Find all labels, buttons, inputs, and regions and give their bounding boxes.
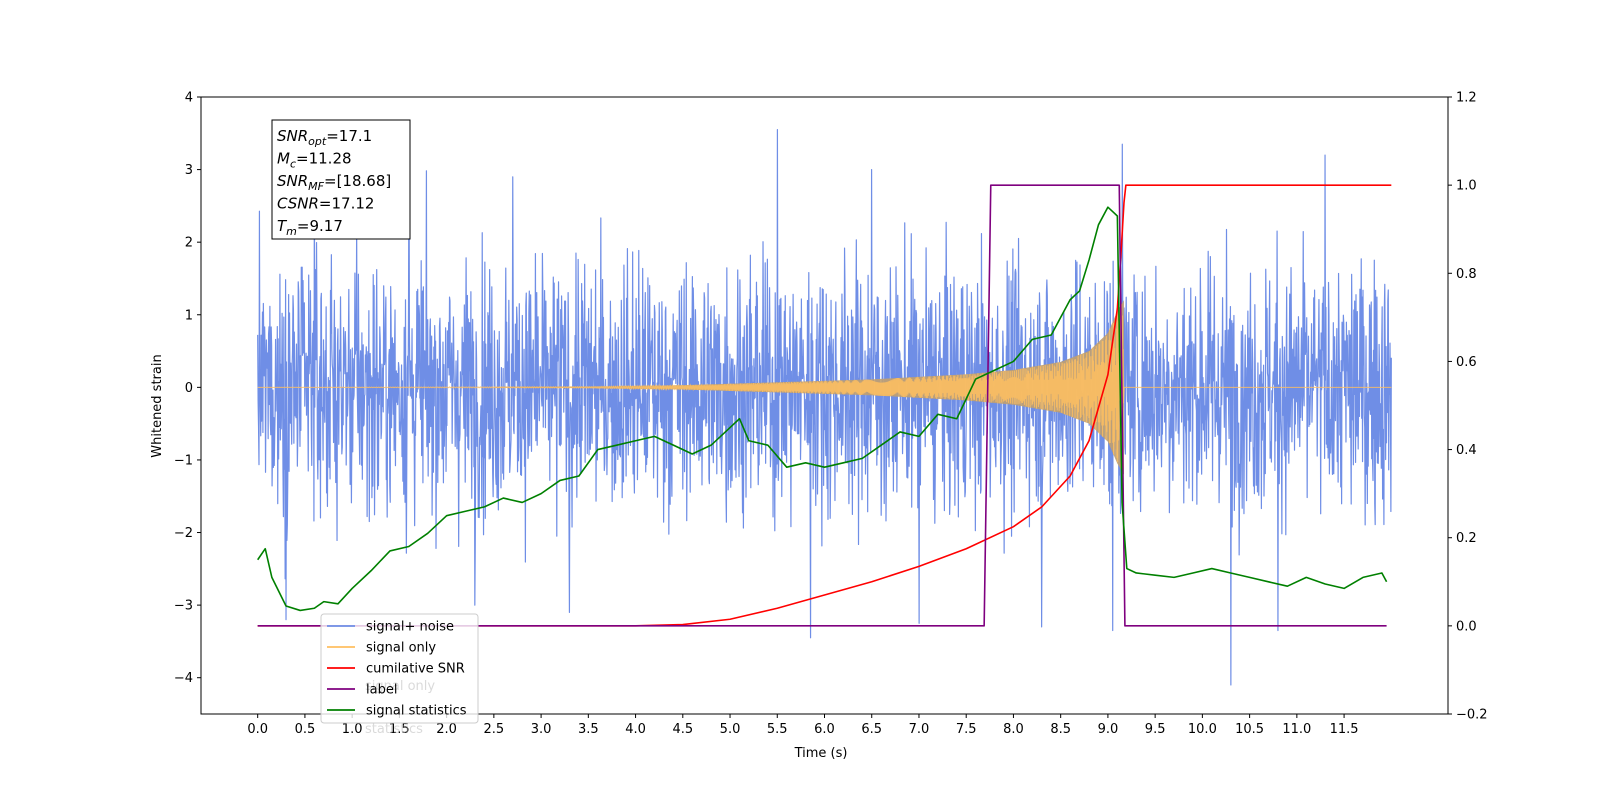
stats-subscript: opt [308,135,327,148]
label-line [257,184,1387,627]
y-left-tick-label: 4 [185,91,193,106]
x-tick-label: 8.5 [1050,722,1071,737]
stats-symbol: SNR [277,127,308,145]
signal-plus-noise-line [257,125,1392,686]
stats-line: CSNR=17.12 [277,195,374,213]
stats-subscript: MF [308,180,324,193]
y-left-tick-label: −3 [174,599,193,614]
y-left-tick-label: −2 [174,526,193,541]
y-right-tick-label: 0.6 [1456,355,1477,370]
stats-symbol: T [277,217,288,235]
legend-label: signal+ noise [366,620,454,635]
x-tick-label: 8.0 [1003,722,1024,737]
x-tick-label: 11.5 [1330,722,1359,737]
y-left-tick-label: −4 [174,671,193,686]
y-right-tick-label: 0.4 [1456,443,1477,458]
y-right-tick-label: 1.2 [1456,91,1477,106]
right-axis-series [257,184,1392,627]
stats-value: =17.12 [319,195,375,213]
signal-only-line [257,304,1392,469]
legend-frame [320,613,479,724]
legend-label: signal only [366,641,436,656]
x-tick-label: 3.5 [578,722,599,737]
y-left-tick-label: 2 [185,236,193,251]
legend-label: signal statistics [366,704,467,719]
x-tick-label: 6.5 [861,722,882,737]
y-left-tick-label: 1 [185,308,193,323]
stats-line: Tm=9.17 [277,217,343,238]
y-left-tick-label: 3 [185,163,193,178]
y-right-tick-label: 0.0 [1456,619,1477,634]
stats-line: SNRopt=17.1 [277,127,372,148]
y-right-tick-label: 0.8 [1456,267,1477,282]
signal-statistics-line [257,206,1388,612]
x-axis-label: Time (s) [794,746,848,761]
stats-symbol: CSNR [277,195,319,213]
series-signal-plus-noise [257,125,1392,686]
x-tick-label: 4.5 [672,722,693,737]
y-right-tick-label: −0.2 [1456,708,1488,723]
x-tick-label: 7.5 [956,722,977,737]
legend-ghost-label: signal only [365,679,435,694]
y-right-tick-label: 0.2 [1456,531,1477,546]
legend: signal only statistics signal+ noise signal… [320,613,479,737]
y-axis-label: Whitened strain [150,354,165,457]
x-axis: 0.0 0.5 1.0 1.5 2.0 2.5 3.0 3.5 4.0 4.5 5.0 5.5 6.0 6… [247,714,1359,737]
y-left-tick-label: 0 [185,381,193,396]
x-tick-label: 9.0 [1098,722,1119,737]
stats-value: =9.17 [297,217,343,235]
stats-symbol: M [277,150,290,168]
x-tick-label: 10.5 [1235,722,1264,737]
x-tick-label: 9.5 [1145,722,1166,737]
plot-area [257,125,1392,686]
stats-value: =11.28 [296,150,352,168]
x-tick-label: 6.0 [814,722,835,737]
x-tick-label: 2.5 [484,722,505,737]
x-tick-label: 10.0 [1188,722,1217,737]
x-tick-label: 2.0 [436,722,457,737]
y-axis-left: −4 −3 −2 −1 0 1 2 3 4 [174,91,201,686]
stats-symbol: SNR [277,172,308,190]
stats-value: =[18.68] [324,172,391,190]
y-right-tick-label: 1.0 [1456,179,1477,194]
x-tick-label: 4.0 [625,722,646,737]
x-tick-label: 11.0 [1282,722,1311,737]
x-tick-label: 1.0 [342,722,363,737]
x-tick-label: 0.0 [247,722,268,737]
x-tick-label: 0.5 [295,722,316,737]
stats-subscript: m [286,225,297,238]
legend-ghost-label: statistics [365,722,423,737]
y-left-tick-label: −1 [174,453,193,468]
x-tick-label: 3.0 [531,722,552,737]
stats-box: SNRopt=17.1Mc=11.28SNRMF=[18.68]CSNR=17.… [271,119,411,240]
legend-label: cumilative SNR [366,662,465,677]
x-tick-label: 5.0 [720,722,741,737]
stats-line: SNRMF=[18.68] [277,172,391,193]
stats-box-frame [271,119,411,240]
stats-line: Mc=11.28 [277,150,352,171]
legend-label: label [366,683,397,698]
x-tick-label: 1.5 [389,722,410,737]
x-tick-label: 5.5 [767,722,788,737]
series-signal-only [257,300,1392,475]
stats-value: =17.1 [326,127,372,145]
x-tick-label: 7.0 [909,722,930,737]
y-axis-right: −0.2 0.0 0.2 0.4 0.6 0.8 1.0 1.2 [1448,91,1488,723]
stats-subscript: c [290,158,296,171]
